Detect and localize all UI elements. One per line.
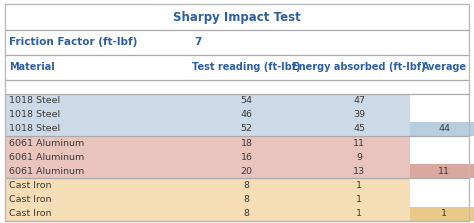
Text: 6061 Aluminum: 6061 Aluminum [9,167,85,176]
Text: 1: 1 [356,181,362,190]
Bar [5,207,410,221]
Text: Cast Iron: Cast Iron [9,209,52,218]
Text: 1: 1 [356,209,362,218]
Text: Sharpy Impact Test: Sharpy Impact Test [173,11,301,24]
Text: Energy absorbed (ft-lbf): Energy absorbed (ft-lbf) [292,62,426,72]
Text: 11: 11 [438,167,450,176]
Text: 1: 1 [356,195,362,204]
Text: Test reading (ft-lbf): Test reading (ft-lbf) [192,62,301,72]
Text: 45: 45 [353,124,365,134]
Bar [5,108,410,122]
Text: 11: 11 [353,138,365,148]
Bar [410,108,474,122]
Text: 18: 18 [240,138,253,148]
Bar [410,136,474,150]
Text: 52: 52 [240,124,253,134]
Text: 1018 Steel: 1018 Steel [9,110,61,119]
Text: 8: 8 [244,195,249,204]
Text: 1018 Steel: 1018 Steel [9,96,61,105]
Text: 39: 39 [353,110,365,119]
Text: 8: 8 [244,181,249,190]
Text: 54: 54 [240,96,253,105]
Text: Cast Iron: Cast Iron [9,181,52,190]
Text: 16: 16 [240,153,253,162]
Bar [5,80,469,94]
Text: Friction Factor (ft-lbf): Friction Factor (ft-lbf) [9,37,138,47]
Bar [5,136,410,150]
Text: 6061 Aluminum: 6061 Aluminum [9,138,85,148]
Bar [5,164,410,178]
Bar [5,192,410,207]
Text: 6061 Aluminum: 6061 Aluminum [9,153,85,162]
Bar [410,150,474,164]
Text: 46: 46 [240,110,253,119]
Text: 9: 9 [356,153,362,162]
Text: 44: 44 [438,124,450,134]
Bar [410,122,474,136]
Text: Cast Iron: Cast Iron [9,195,52,204]
Text: 47: 47 [353,96,365,105]
Bar [410,192,474,207]
Bar [5,122,410,136]
Text: 7: 7 [194,37,202,47]
Text: 1018 Steel: 1018 Steel [9,124,61,134]
Bar [410,94,474,108]
Text: 8: 8 [244,209,249,218]
Bar [410,164,474,178]
Bar [5,94,410,108]
Bar [410,178,474,192]
Text: 20: 20 [240,167,253,176]
Text: Material: Material [9,62,55,72]
Text: 13: 13 [353,167,365,176]
Text: 1: 1 [441,209,447,218]
Text: Average: Average [422,62,467,72]
Bar [5,150,410,164]
Bar [5,178,410,192]
Bar [410,207,474,221]
